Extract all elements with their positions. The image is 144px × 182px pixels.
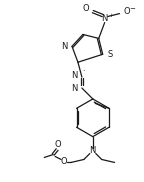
- Text: −: −: [129, 6, 135, 12]
- Text: O: O: [55, 140, 61, 149]
- Text: ·: ·: [82, 67, 85, 76]
- Text: S: S: [108, 50, 113, 59]
- Text: N: N: [90, 146, 96, 155]
- Text: O: O: [82, 4, 89, 13]
- Text: N: N: [102, 14, 108, 23]
- Text: +: +: [108, 13, 113, 18]
- Text: N: N: [61, 42, 67, 51]
- Text: N: N: [72, 84, 78, 92]
- Text: O: O: [124, 7, 130, 16]
- Text: N: N: [72, 71, 78, 80]
- Text: O: O: [61, 157, 67, 166]
